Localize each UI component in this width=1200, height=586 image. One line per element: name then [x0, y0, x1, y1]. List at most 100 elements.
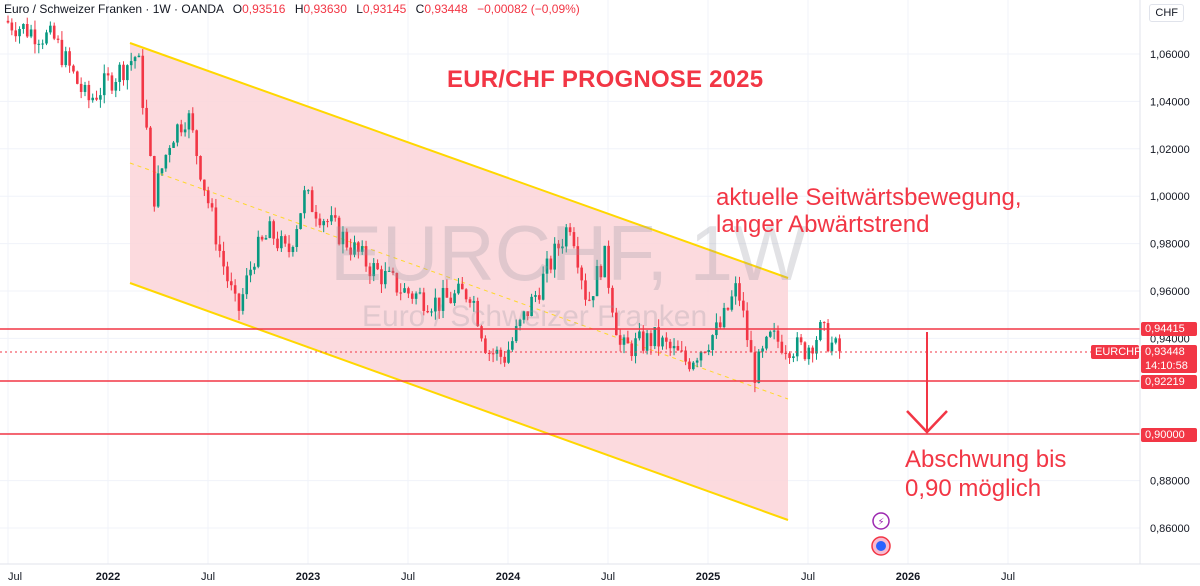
time-axis[interactable]: Jul 2022 Jul 2023 Jul 2024 Jul 2025 Jul 2026 Jul: [8, 571, 1015, 583]
candle-body: [233, 285, 237, 294]
watermark-name: Euro / Schweizer Franken: [362, 300, 708, 333]
candle-body: [822, 322, 826, 324]
candle-body: [792, 356, 795, 359]
candle-body: [268, 221, 272, 238]
candle-body: [757, 351, 761, 383]
candle-body: [595, 266, 599, 297]
time-tick-label: Jul: [401, 571, 415, 583]
candle-body: [538, 295, 541, 300]
time-tick-label: Jul: [601, 571, 615, 583]
price-tick-label: 0,98000: [1150, 239, 1190, 251]
price-tick-label: 0,94000: [1150, 333, 1190, 345]
price-axis[interactable]: 1,06000 1,04000 1,02000 1,00000 0,98000 0,960…: [1150, 49, 1190, 535]
candle-body: [749, 340, 753, 353]
low-value: 0,93145: [362, 2, 407, 16]
candle-body: [391, 270, 395, 273]
candle-body: [811, 347, 814, 354]
target-price-label[interactable]: 0,90000: [1141, 428, 1197, 442]
candle-body: [187, 113, 191, 130]
candle-body: [280, 236, 283, 249]
flash-event-icon[interactable]: [872, 512, 890, 530]
time-tick-label: 2026: [896, 571, 920, 583]
candle-body: [245, 275, 248, 295]
candle-body: [418, 292, 422, 294]
candle-body: [680, 350, 684, 352]
candle-body: [372, 263, 376, 277]
candle-body: [653, 327, 657, 347]
candle-body: [95, 97, 98, 100]
candle-body: [283, 236, 287, 244]
candle-body: [122, 64, 125, 81]
candle-body: [91, 97, 94, 101]
candle-body: [518, 319, 522, 327]
candle-body: [534, 295, 537, 297]
candle-body: [634, 338, 637, 357]
candle-body: [591, 296, 595, 301]
candle-body: [414, 293, 418, 299]
candle-body: [649, 333, 653, 347]
candle-body: [407, 288, 410, 294]
candle-body: [149, 127, 152, 157]
candle-body: [584, 280, 587, 300]
price-tick-label: 0,86000: [1150, 523, 1190, 535]
candle-body: [826, 323, 830, 352]
price-tick-label: 1,02000: [1150, 144, 1190, 156]
candle-body: [530, 296, 533, 317]
candle-body: [303, 190, 306, 214]
candle-body: [41, 43, 44, 45]
candle-body: [68, 51, 71, 66]
candle-body: [18, 28, 21, 37]
currency-button[interactable]: CHF: [1149, 4, 1184, 22]
candle-body: [25, 24, 29, 37]
candle-body: [168, 147, 171, 155]
candle-body: [110, 75, 114, 91]
candle-body: [87, 84, 91, 101]
candle-body: [638, 331, 641, 339]
candle-body: [772, 330, 776, 332]
candle-body: [214, 207, 218, 245]
candle-body: [195, 130, 198, 157]
candle-body: [22, 24, 25, 29]
candle-body: [745, 310, 749, 341]
annotation-target-line-2: 0,90 möglich: [905, 475, 1042, 502]
candle-body: [603, 245, 607, 278]
candle-body: [572, 232, 576, 247]
candle-body: [145, 107, 148, 128]
candle-body: [588, 299, 591, 301]
bar-countdown-label: 14:10:58: [1141, 359, 1197, 373]
candle-body: [72, 65, 75, 72]
candle-body: [526, 311, 530, 317]
symbol-name[interactable]: Euro / Schweizer Franken · 1W · OANDA: [4, 2, 224, 16]
candle-body: [672, 346, 676, 349]
channel-lower-line[interactable]: [129, 282, 789, 521]
candle-body: [179, 124, 183, 133]
low-label: L: [356, 2, 363, 16]
candle-body: [76, 71, 79, 84]
candle-body: [815, 339, 818, 354]
candle-body: [264, 237, 268, 240]
candle-body: [807, 347, 811, 360]
candle-body: [341, 231, 345, 245]
candle-body: [618, 335, 622, 345]
high-label: H: [294, 2, 304, 16]
support-price-label[interactable]: 0,92219: [1141, 375, 1197, 389]
channel-upper-line[interactable]: [129, 42, 789, 279]
candle-body: [668, 341, 672, 349]
high-value: 0,93630: [303, 2, 347, 16]
symbol-price-tag[interactable]: EURCHF: [1091, 345, 1141, 359]
candle-body: [507, 349, 510, 363]
last-price-label[interactable]: 0,93448: [1141, 345, 1197, 359]
price-tick-label: 1,06000: [1150, 49, 1190, 61]
candle-body: [688, 361, 691, 370]
candle-body: [114, 81, 118, 91]
candle-body: [160, 168, 164, 174]
candle-body: [499, 349, 503, 357]
resistance-price-label[interactable]: 0,94415: [1141, 322, 1197, 336]
candle-body: [784, 352, 787, 354]
candle-body: [199, 156, 202, 180]
candle-body: [357, 242, 360, 252]
price-tick-label: 1,00000: [1150, 191, 1190, 203]
candle-body: [153, 156, 156, 207]
candle-body: [838, 338, 841, 352]
